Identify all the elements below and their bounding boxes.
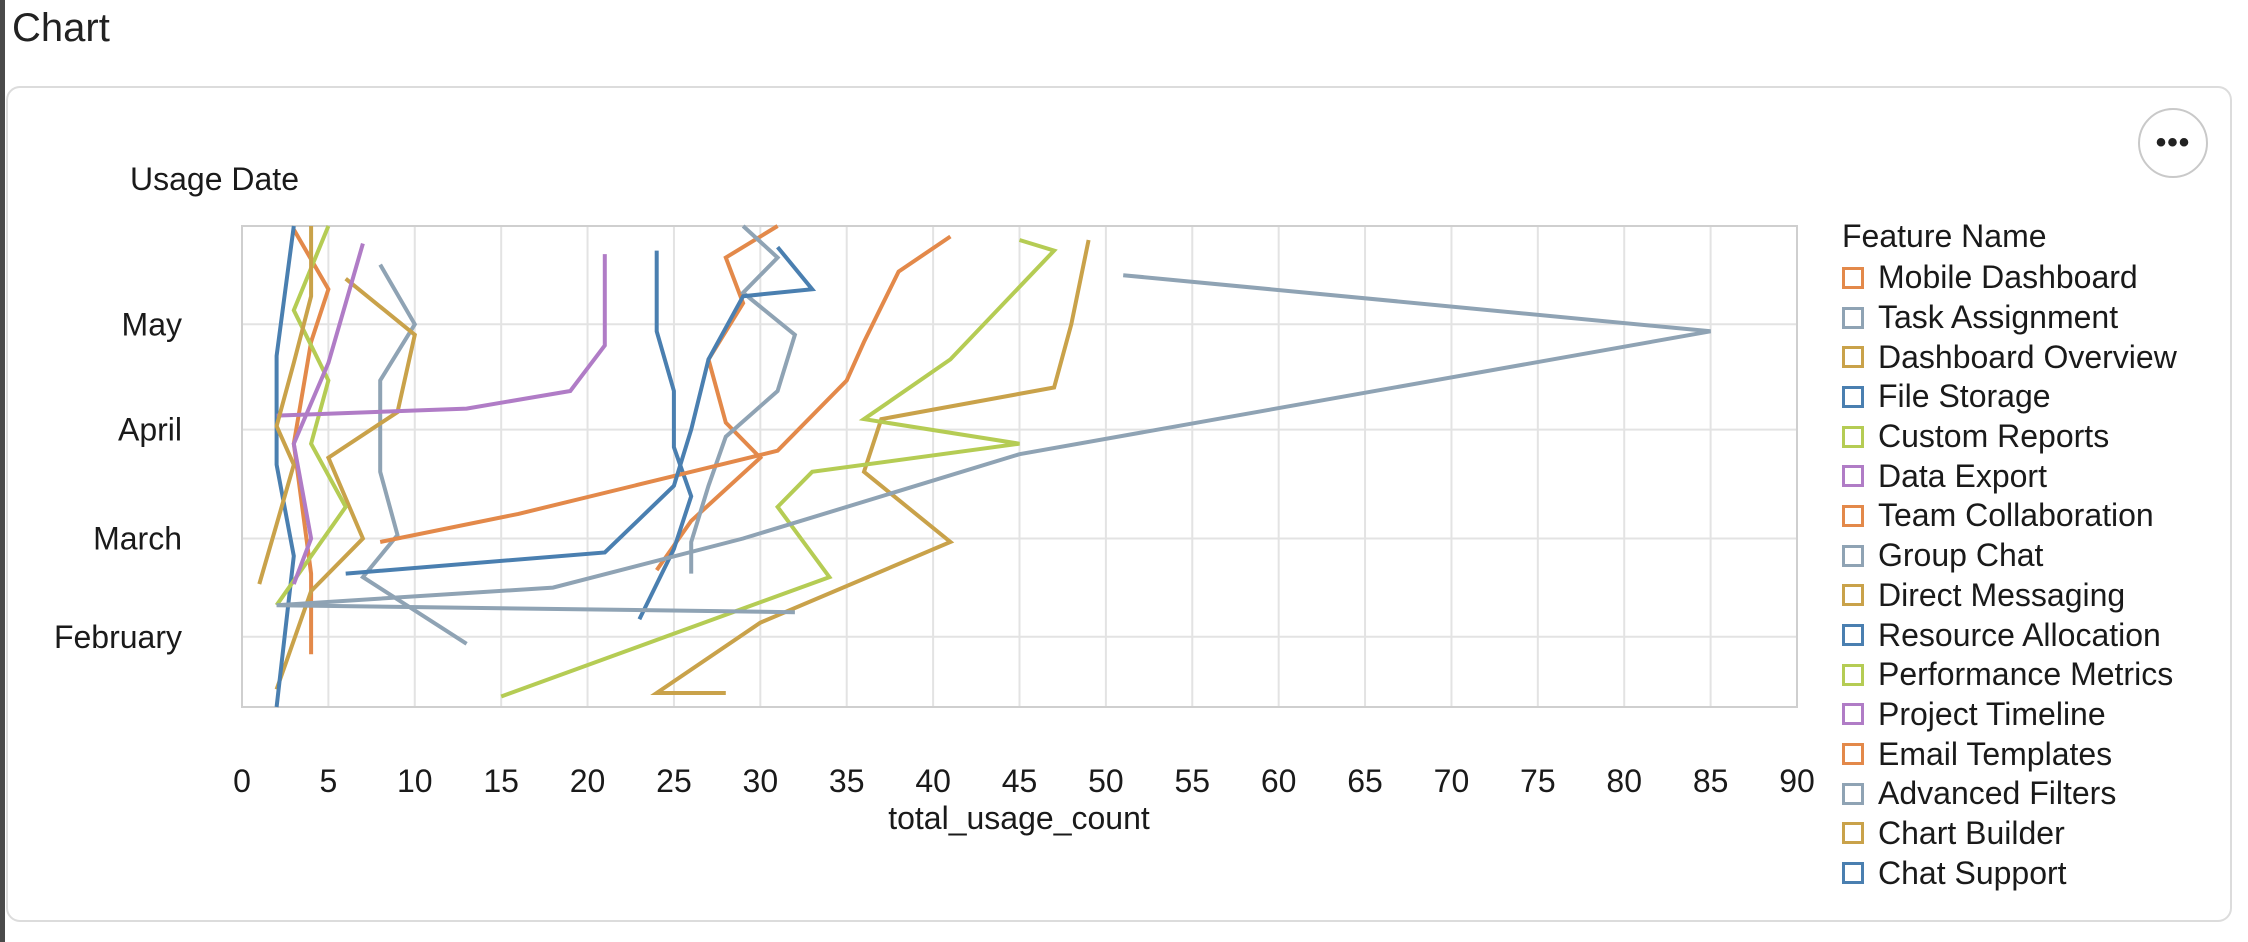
- x-tick-label: 15: [483, 763, 519, 799]
- x-tick-label: 5: [319, 763, 337, 799]
- series-line-email-templates: [379, 234, 952, 544]
- x-tick-label: 40: [915, 763, 951, 799]
- legend-swatch: [1842, 743, 1864, 766]
- legend-item[interactable]: Email Templates: [1842, 734, 2212, 774]
- legend-swatch: [1842, 306, 1864, 329]
- legend-item[interactable]: Project Timeline: [1842, 695, 2212, 735]
- legend-label: Dashboard Overview: [1878, 338, 2177, 375]
- x-tick-label: 65: [1347, 763, 1383, 799]
- y-tick-label: February: [54, 619, 182, 655]
- x-axis-title: total_usage_count: [888, 800, 1150, 836]
- legend-swatch: [1842, 544, 1864, 567]
- legend-item[interactable]: Resource Allocation: [1842, 615, 2212, 655]
- y-axis-title: Usage Date: [130, 161, 299, 197]
- legend-label: Chart Builder: [1878, 814, 2065, 851]
- series-line-performance-metrics: [500, 238, 1058, 699]
- legend-item[interactable]: Dashboard Overview: [1842, 337, 2212, 377]
- series-line-group-chat: [689, 224, 798, 574]
- y-tick-label: April: [118, 412, 182, 448]
- x-tick-label: 30: [743, 763, 779, 799]
- series-line-resource-allocation: [637, 250, 694, 621]
- series-line-project-timeline: [276, 254, 607, 418]
- legend-label: Advanced Filters: [1878, 775, 2117, 812]
- legend-item[interactable]: Chart Builder: [1842, 814, 2212, 854]
- legend-swatch: [1842, 385, 1864, 408]
- x-tick-label: 90: [1779, 763, 1815, 799]
- legend-item[interactable]: Custom Reports: [1842, 417, 2212, 457]
- series-lines: [257, 224, 1711, 708]
- series-line-advanced-filters: [276, 273, 1711, 615]
- plot-area-border: [241, 225, 1798, 708]
- x-tick-label: 20: [570, 763, 606, 799]
- legend-label: Project Timeline: [1878, 695, 2106, 732]
- legend-item[interactable]: Advanced Filters: [1842, 774, 2212, 814]
- legend-label: Email Templates: [1878, 735, 2113, 772]
- x-tick-label: 10: [397, 763, 433, 799]
- legend-swatch: [1842, 425, 1864, 448]
- legend-label: Performance Metrics: [1878, 656, 2174, 693]
- x-tick-label: 85: [1693, 763, 1729, 799]
- legend-swatch: [1842, 862, 1864, 885]
- legend-swatch: [1842, 703, 1864, 726]
- legend-label: Task Assignment: [1878, 299, 2119, 336]
- x-tick-label: 55: [1174, 763, 1210, 799]
- ellipsis-icon: •••: [2155, 126, 2191, 159]
- x-tick-label: 80: [1606, 763, 1642, 799]
- series-line-mobile-dashboard: [291, 228, 331, 655]
- legend-label: Resource Allocation: [1878, 616, 2161, 653]
- legend-item[interactable]: Chat Support: [1842, 853, 2212, 893]
- legend-items: Mobile Dashboard Task Assignment Dashboard…: [1842, 258, 2212, 893]
- legend-label: File Storage: [1878, 378, 2051, 415]
- legend-swatch: [1842, 782, 1864, 805]
- legend-item[interactable]: Mobile Dashboard: [1842, 258, 2212, 298]
- legend-swatch: [1842, 346, 1864, 369]
- y-tick-label: March: [93, 520, 182, 556]
- legend-label: Custom Reports: [1878, 418, 2110, 455]
- legend-swatch: [1842, 504, 1864, 527]
- legend-label: Group Chat: [1878, 537, 2044, 574]
- x-axis-ticks: 0 5 10 15 20 25 30 35 40 45 50 55 60 65 70 75 80 85 90: [233, 763, 1815, 799]
- legend-label: Chat Support: [1878, 854, 2067, 891]
- x-tick-label: 75: [1520, 763, 1556, 799]
- x-tick-label: 0: [233, 763, 251, 799]
- legend-swatch: [1842, 822, 1864, 845]
- x-tick-label: 60: [1261, 763, 1297, 799]
- legend-item[interactable]: Data Export: [1842, 456, 2212, 496]
- legend-swatch: [1842, 465, 1864, 488]
- legend-item[interactable]: Performance Metrics: [1842, 655, 2212, 695]
- legend-item[interactable]: Group Chat: [1842, 536, 2212, 576]
- page-title: Chart: [12, 6, 110, 50]
- legend-label: Direct Messaging: [1878, 576, 2126, 613]
- series-line-dashboard-overview: [274, 277, 418, 691]
- legend-swatch: [1842, 584, 1864, 607]
- legend-swatch: [1842, 266, 1864, 289]
- chart-grid: [241, 226, 1798, 707]
- legend-item[interactable]: File Storage: [1842, 377, 2212, 417]
- legend-swatch: [1842, 624, 1864, 647]
- series-line-chart-builder: [257, 226, 314, 585]
- legend-item[interactable]: Team Collaboration: [1842, 496, 2212, 536]
- y-axis-ticks: February March April May: [54, 306, 182, 654]
- y-tick-label: May: [122, 306, 182, 342]
- series-line-direct-messaging: [650, 239, 1091, 695]
- x-tick-label: 25: [656, 763, 692, 799]
- line-chart: Usage Date February March April May 0 5 10 15 2…: [54, 161, 1815, 836]
- legend-label: Data Export: [1878, 457, 2047, 494]
- x-tick-label: 50: [1088, 763, 1124, 799]
- series-line-data-export: [291, 243, 365, 585]
- legend-title: Feature Name: [1842, 218, 2047, 254]
- chart-legend: Feature Name Mobile Dashboard Task Assign…: [1842, 214, 2212, 893]
- legend-item[interactable]: Direct Messaging: [1842, 576, 2212, 616]
- legend-label: Mobile Dashboard: [1878, 259, 2138, 296]
- x-tick-label: 35: [829, 763, 865, 799]
- legend-label: Team Collaboration: [1878, 497, 2154, 534]
- x-tick-label: 45: [1002, 763, 1038, 799]
- more-options-button[interactable]: •••: [2138, 108, 2208, 178]
- series-line-task-assignment: [359, 263, 468, 646]
- series-line-chat-support: [345, 245, 817, 576]
- x-tick-label: 70: [1434, 763, 1470, 799]
- legend-item[interactable]: Task Assignment: [1842, 298, 2212, 338]
- legend-swatch: [1842, 663, 1864, 686]
- window-left-edge: [0, 0, 5, 942]
